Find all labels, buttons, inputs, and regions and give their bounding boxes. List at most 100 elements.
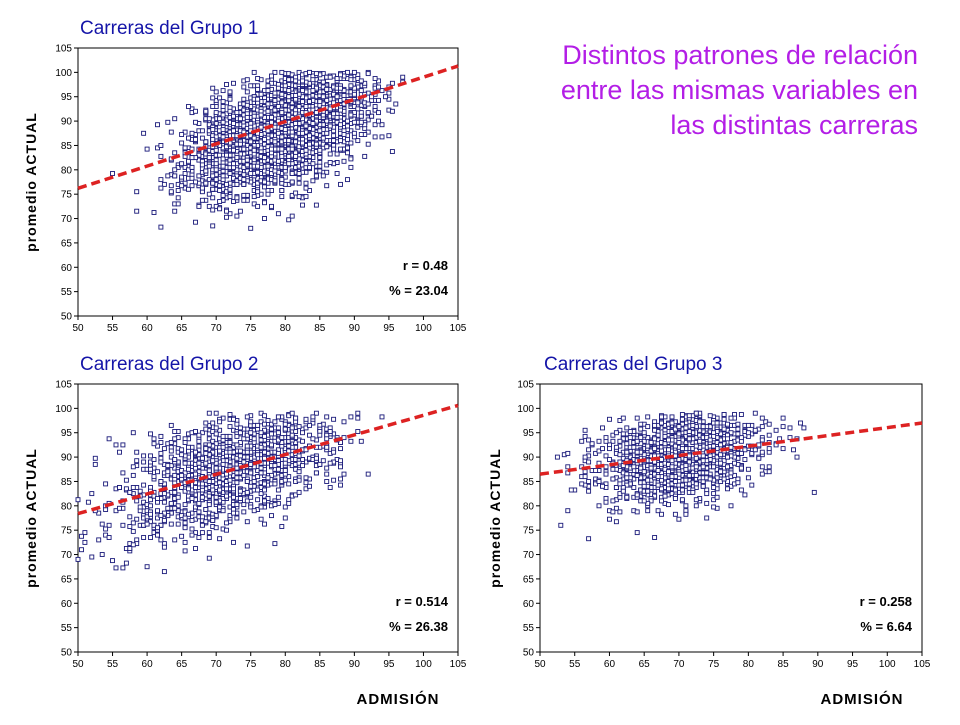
scatter-point <box>228 97 232 101</box>
x-tick-label: 105 <box>450 323 467 334</box>
scatter-point <box>308 70 312 74</box>
scatter-point <box>211 459 215 463</box>
scatter-point <box>249 84 253 88</box>
scatter-point <box>698 420 702 424</box>
scatter-point <box>121 443 125 447</box>
scatter-point <box>287 501 291 505</box>
scatter-point <box>204 427 208 431</box>
scatter-point <box>346 119 350 123</box>
scatter-point <box>187 105 191 109</box>
scatter-point <box>290 130 294 134</box>
scatter-point <box>266 192 270 196</box>
scatter-point <box>311 122 315 126</box>
scatter-point <box>297 478 301 482</box>
scatter-point <box>173 168 177 172</box>
scatter-point <box>256 164 260 168</box>
scatter-point <box>646 489 650 493</box>
scatter-point <box>270 115 274 119</box>
scatter-point <box>314 72 318 76</box>
y-tick-label: 85 <box>61 141 73 152</box>
scatter-point <box>276 212 280 216</box>
scatter-point <box>301 439 305 443</box>
scatter-point <box>238 449 242 453</box>
scatter-point <box>342 472 346 476</box>
scatter-point <box>743 458 747 462</box>
scatter-point <box>746 476 750 480</box>
scatter-point <box>187 467 191 471</box>
scatter-point <box>232 129 236 133</box>
scatter-point <box>352 92 356 96</box>
scatter-point <box>680 498 684 502</box>
y-tick-label: 60 <box>61 599 73 610</box>
y-tick-label: 95 <box>523 428 535 439</box>
scatter-point <box>194 220 198 224</box>
scatter-point <box>169 522 173 526</box>
scatter-point <box>173 430 177 434</box>
scatter-point <box>328 461 332 465</box>
scatter-point <box>221 174 225 178</box>
scatter-point <box>256 87 260 91</box>
scatter-point <box>290 180 294 184</box>
scatter-point <box>200 515 204 519</box>
scatter-point <box>211 518 215 522</box>
scatter-point <box>760 465 764 469</box>
scatter-point <box>245 103 249 107</box>
scatter-point <box>373 77 377 81</box>
scatter-point <box>653 428 657 432</box>
scatter-point <box>135 190 139 194</box>
scatter-point <box>135 499 139 503</box>
scatter-point <box>166 174 170 178</box>
scatter-point <box>301 464 305 468</box>
y-tick-label: 70 <box>61 550 73 561</box>
scatter-point <box>339 139 343 143</box>
scatter-point <box>93 456 97 460</box>
x-tick-label: 65 <box>639 659 651 670</box>
scatter-point <box>169 423 173 427</box>
scatter-point <box>169 449 173 453</box>
scatter-point <box>366 102 370 106</box>
scatter-point <box>273 542 277 546</box>
scatter-point <box>183 516 187 520</box>
scatter-point <box>259 92 263 96</box>
scatter-point <box>100 522 104 526</box>
scatter-point <box>308 142 312 146</box>
scatter-point <box>621 432 625 436</box>
scatter-point <box>162 447 166 451</box>
scatter-point <box>263 482 267 486</box>
scatter-point <box>339 182 343 186</box>
scatter-point <box>363 154 367 158</box>
scatter-point <box>280 135 284 139</box>
scatter-point <box>349 165 353 169</box>
scatter-point <box>311 179 315 183</box>
scatter-point <box>359 133 363 137</box>
scatter-point <box>736 422 740 426</box>
scatter-point <box>211 96 215 100</box>
scatter-point <box>304 186 308 190</box>
scatter-point <box>156 533 160 537</box>
scatter-point <box>93 462 97 466</box>
scatter-point <box>370 95 374 99</box>
scatter-point <box>611 510 615 514</box>
scatter-point <box>159 480 163 484</box>
scatter-point <box>145 565 149 569</box>
scatter-point <box>608 447 612 451</box>
scatter-point <box>214 162 218 166</box>
scatter-point <box>252 70 256 74</box>
scatter-point <box>211 137 215 141</box>
scatter-point <box>152 442 156 446</box>
scatter-point <box>214 111 218 115</box>
y-tick-label: 50 <box>61 648 73 659</box>
scatter-point <box>249 431 253 435</box>
scatter-point <box>256 77 260 81</box>
scatter-point <box>356 139 360 143</box>
scatter-point <box>356 411 360 415</box>
scatter-point <box>625 426 629 430</box>
scatter-point <box>214 178 218 182</box>
scatter-point <box>232 122 236 126</box>
scatter-point <box>176 495 180 499</box>
scatter-point <box>76 498 80 502</box>
scatter-point <box>245 544 249 548</box>
scatter-point <box>646 425 650 429</box>
scatter-point <box>114 443 118 447</box>
scatter-point <box>211 187 215 191</box>
